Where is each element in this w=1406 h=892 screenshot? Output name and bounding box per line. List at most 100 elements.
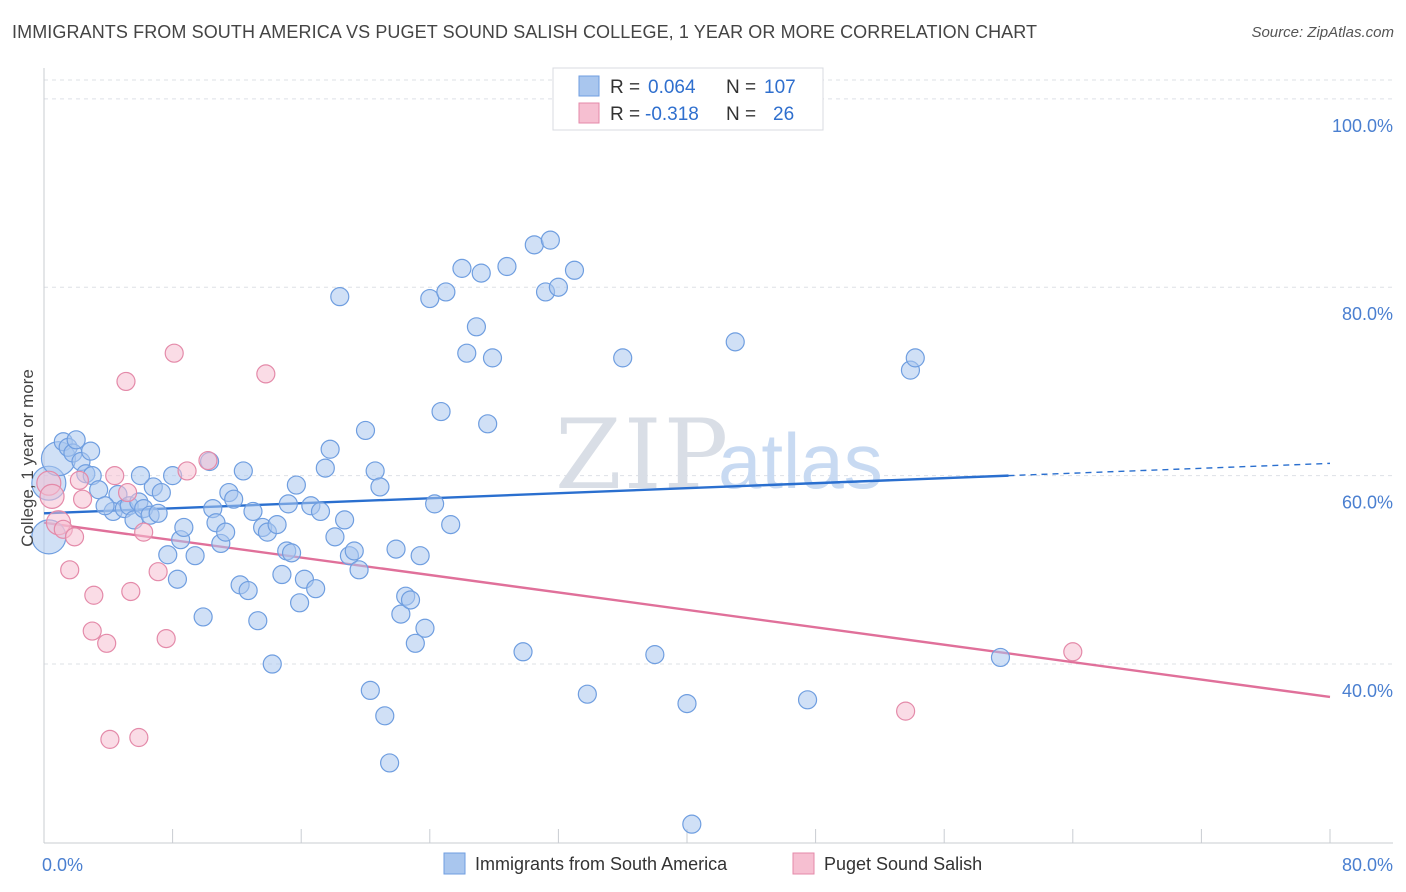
point-south-america-62	[349, 560, 369, 580]
chart-title: IMMIGRANTS FROM SOUTH AMERICA VS PUGET S…	[12, 22, 1038, 42]
point-south-america-46	[272, 564, 292, 585]
point-south-america-68	[380, 753, 400, 773]
point-south-america-98	[725, 332, 745, 352]
legend-swatch-blue	[578, 75, 600, 97]
y-axis-label: College, 1 year or more	[18, 369, 37, 547]
point-south-america-96	[645, 645, 665, 665]
point-puget-sound-18	[156, 628, 176, 649]
point-south-america-70	[391, 604, 411, 624]
point-south-america-88	[513, 642, 533, 662]
point-south-america-76	[420, 288, 440, 309]
point-puget-sound-11	[100, 729, 120, 749]
point-south-america-87	[497, 256, 517, 277]
legend-n-label-1: N =	[726, 104, 756, 125]
point-south-america-25	[167, 569, 188, 589]
point-south-america-86	[482, 348, 503, 368]
watermark-zip: ZIP	[555, 399, 730, 511]
point-puget-sound-16	[134, 522, 154, 542]
legend-r-label-1: R =	[610, 104, 640, 125]
point-south-america-21	[148, 503, 168, 523]
legend-r-value-1: -0.318	[645, 104, 699, 125]
legend-r-label-0: R =	[610, 77, 640, 98]
point-south-america-79	[436, 282, 456, 302]
point-puget-sound-8	[84, 585, 104, 605]
point-south-america-65	[365, 461, 385, 481]
grid-layer	[44, 79, 1393, 665]
point-puget-sound-14	[121, 581, 141, 602]
point-south-america-84	[471, 263, 491, 283]
legend-r-value-0: 0.064	[648, 77, 696, 98]
point-south-america-73	[405, 633, 425, 653]
point-south-america-81	[452, 258, 472, 278]
watermark-atlas: atlas	[718, 417, 883, 505]
point-south-america-34	[216, 522, 236, 542]
point-south-america-59	[335, 510, 355, 530]
point-puget-sound-4	[60, 560, 80, 580]
point-south-america-83	[466, 317, 487, 337]
point-south-america-41	[248, 611, 268, 631]
point-south-america-39	[238, 580, 258, 601]
y-tick-label-2: 60.0%	[1342, 493, 1393, 513]
point-puget-sound-17	[148, 562, 168, 582]
point-south-america-103	[682, 814, 702, 834]
point-south-america-45	[267, 515, 287, 535]
point-south-america-57	[325, 527, 345, 547]
bottom-legend-swatch-pink	[792, 852, 815, 875]
point-south-america-63	[355, 420, 376, 441]
point-south-america-91	[540, 230, 560, 250]
point-south-america-61	[344, 541, 364, 561]
point-south-america-11	[89, 480, 109, 500]
point-puget-sound-15	[129, 727, 149, 748]
source-credit: Source: ZipAtlas.com	[1251, 24, 1394, 41]
point-south-america-50	[289, 593, 310, 613]
y-tick-label-0: 100.0%	[1332, 116, 1393, 136]
point-puget-sound-9	[82, 621, 102, 641]
point-puget-sound-20	[177, 461, 197, 481]
y-tick-label-3: 40.0%	[1342, 681, 1393, 701]
point-puget-sound-6	[69, 470, 89, 490]
point-south-america-80	[441, 515, 461, 535]
point-south-america-105	[95, 496, 115, 516]
point-south-america-67	[375, 706, 395, 726]
point-south-america-55	[315, 458, 335, 478]
point-south-america-9	[81, 441, 101, 461]
legend-swatch-pink	[578, 102, 600, 124]
points-layer	[31, 230, 1083, 834]
legend-n-value-0: 107	[764, 77, 796, 98]
stats-legend: R = 0.064 N = 107 R = -0.318 N = 26	[552, 67, 824, 131]
point-south-america-40	[243, 501, 263, 522]
point-south-america-64	[360, 680, 380, 701]
point-south-america-97	[677, 693, 697, 714]
point-puget-sound-12	[105, 466, 125, 486]
point-south-america-27	[174, 517, 194, 538]
bottom-legend-label-0: Immigrants from South America	[475, 854, 728, 874]
point-south-america-85	[478, 414, 498, 434]
point-south-america-29	[193, 607, 213, 627]
point-puget-sound-10	[97, 633, 117, 653]
legend-n-value-1: 26	[773, 104, 794, 125]
legend-n-label-0: N =	[726, 77, 756, 98]
point-puget-sound-19	[164, 343, 184, 363]
point-south-america-58	[330, 287, 350, 307]
point-south-america-54	[310, 501, 331, 522]
point-south-america-95	[613, 348, 633, 368]
point-south-america-93	[564, 260, 585, 280]
y-tick-label-1: 80.0%	[1342, 304, 1393, 324]
x-tick-label-1: 80.0%	[1342, 855, 1393, 875]
point-south-america-102	[990, 647, 1011, 668]
point-puget-sound-7	[72, 489, 93, 509]
trend-line-extension-0	[1008, 462, 1331, 477]
watermark: ZIP atlas	[555, 399, 883, 511]
point-south-america-77	[425, 494, 445, 514]
point-south-america-53	[306, 579, 326, 599]
point-south-america-72	[400, 590, 421, 610]
point-south-america-49	[286, 475, 306, 495]
point-south-america-92	[548, 277, 569, 297]
point-south-america-89	[524, 235, 544, 255]
point-south-america-82	[457, 343, 477, 363]
point-south-america-36	[224, 489, 244, 509]
trend-line-1	[43, 521, 1331, 699]
point-puget-sound-22	[256, 364, 276, 384]
point-puget-sound-21	[198, 450, 218, 471]
